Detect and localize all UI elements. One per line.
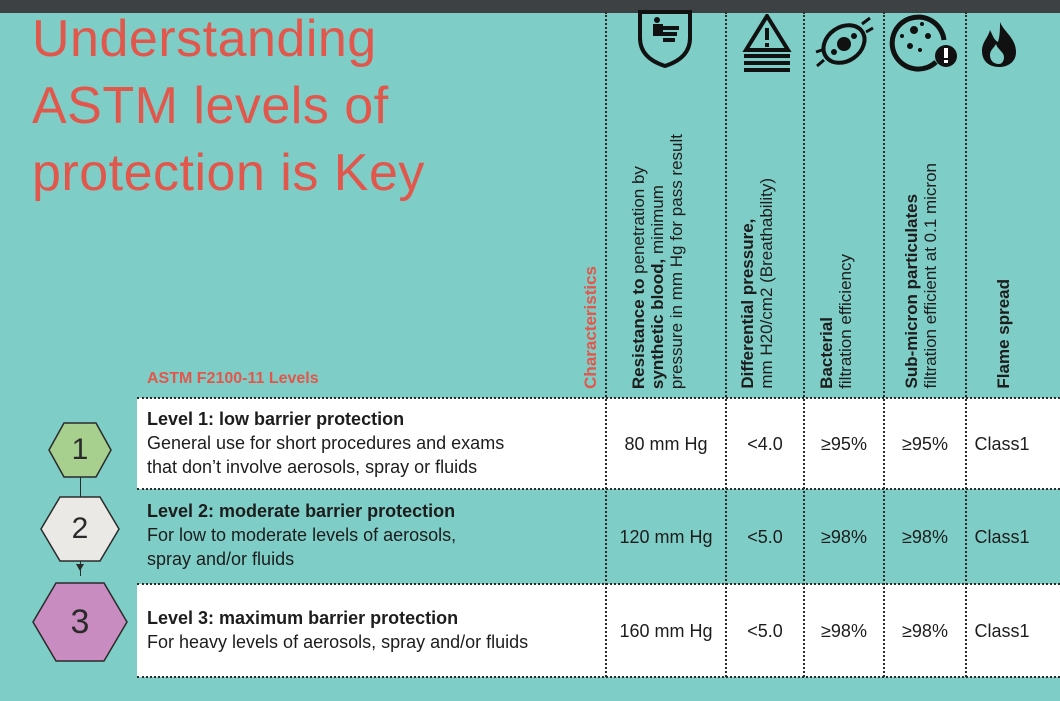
header-blood-text-2: minimum bbox=[648, 184, 667, 259]
level-2-pressure-value: <5.0 bbox=[747, 527, 783, 547]
row-background-2 bbox=[137, 489, 1060, 584]
level-1-desc-1: General use for short procedures and exa… bbox=[147, 433, 505, 453]
header-blood-text-1: penetration by bbox=[629, 165, 648, 279]
header-particulates-bold: Sub-micron particulates bbox=[902, 194, 921, 389]
column-header-particulates: Sub-micron particulates filtration effic… bbox=[902, 163, 940, 389]
grid-line-top bbox=[137, 397, 1060, 399]
level-3-number: 3 bbox=[70, 602, 90, 641]
grid-col-line-3 bbox=[803, 12, 805, 677]
level-1-bacterial-value: ≥95% bbox=[821, 434, 867, 454]
level-2-desc-2: spray and/or fluids bbox=[147, 549, 295, 569]
page-title: Understanding ASTM levels of protection … bbox=[32, 6, 592, 207]
header-bacterial-bold: Bacterial bbox=[817, 317, 836, 389]
level-1-blood-value: 80 mm Hg bbox=[624, 434, 708, 454]
level-3-bacterial-value: ≥98% bbox=[821, 621, 867, 641]
level-2-blood-value: 120 mm Hg bbox=[619, 527, 713, 547]
header-particulates-text: filtration efficient at 0.1 micron bbox=[921, 163, 940, 389]
header-pressure-bold: Differential pressure, bbox=[738, 218, 757, 389]
level-2-bacterial-value: ≥98% bbox=[821, 527, 867, 547]
table-row-level-3: Level 3: maximum barrier protection For … bbox=[147, 606, 602, 654]
level-3-blood-value: 160 mm Hg bbox=[619, 621, 713, 641]
grid-col-line-5 bbox=[965, 12, 967, 677]
level-3-particulates-value: ≥98% bbox=[902, 621, 948, 641]
row-background-3 bbox=[137, 584, 1060, 677]
level-2-number: 2 bbox=[71, 512, 89, 545]
level-2-title: Level 2: moderate barrier protection bbox=[147, 501, 456, 521]
level-1-title: Level 1: low barrier protection bbox=[147, 409, 405, 429]
grid-col-line-4 bbox=[883, 12, 885, 677]
table-row-level-1: Level 1: low barrier protection General … bbox=[147, 407, 602, 479]
header-blood-bold-1: Resistance to bbox=[629, 278, 648, 389]
level-3-flame-value: Class1 bbox=[974, 621, 1030, 641]
level-1-pressure-value: <4.0 bbox=[747, 434, 783, 454]
warning-pressure-icon bbox=[742, 12, 792, 77]
column-header-blood-resistance: Resistance to penetration by synthetic b… bbox=[629, 134, 686, 389]
grid-line-bottom bbox=[137, 676, 1060, 678]
title-line-2: ASTM levels of bbox=[32, 77, 389, 135]
bacteria-icon bbox=[814, 14, 874, 77]
header-pressure-text: mm H20/cm2 (Breathability) bbox=[757, 178, 776, 389]
header-bacterial-text: filtration efficiency bbox=[836, 254, 855, 389]
grid-col-line-2 bbox=[725, 12, 727, 677]
header-blood-bold-2: synthetic blood, bbox=[648, 258, 667, 389]
connector-arrow-icon bbox=[76, 564, 84, 571]
level-3-badge: 3 bbox=[32, 582, 128, 662]
level-2-badge: 2 bbox=[40, 496, 120, 562]
level-1-badge: 1 bbox=[48, 422, 112, 478]
column-header-bacterial: Bacterial filtration efficiency bbox=[817, 254, 855, 389]
table-row-level-2: Level 2: moderate barrier protection For… bbox=[147, 499, 602, 571]
level-1-particulates-value: ≥95% bbox=[902, 434, 948, 454]
flame-icon bbox=[978, 20, 1020, 73]
characteristics-header: Characteristics bbox=[581, 266, 600, 389]
top-bar bbox=[0, 0, 1060, 13]
level-3-title: Level 3: maximum barrier protection bbox=[147, 608, 459, 628]
level-1-flame-value: Class1 bbox=[974, 434, 1030, 454]
particulates-icon bbox=[888, 10, 960, 77]
levels-header: ASTM F2100-11 Levels bbox=[147, 370, 319, 387]
grid-line-1 bbox=[137, 488, 1060, 490]
title-line-1: Understanding bbox=[32, 10, 377, 68]
level-1-number: 1 bbox=[71, 433, 89, 466]
header-blood-text-3: pressure in mm Hg for pass result bbox=[667, 133, 686, 389]
column-header-flame-spread: Flame spread bbox=[994, 279, 1013, 389]
level-2-particulates-value: ≥98% bbox=[902, 527, 948, 547]
grid-col-line-1 bbox=[605, 12, 607, 677]
title-line-3: protection is Key bbox=[32, 144, 425, 202]
hand-shield-icon bbox=[636, 8, 694, 73]
level-2-desc-1: For low to moderate levels of aerosols, bbox=[147, 525, 457, 545]
level-3-pressure-value: <5.0 bbox=[747, 621, 783, 641]
level-2-flame-value: Class1 bbox=[974, 527, 1030, 547]
header-flame-bold: Flame spread bbox=[994, 279, 1013, 389]
grid-line-2 bbox=[137, 583, 1060, 585]
row-background-1 bbox=[137, 398, 1060, 489]
column-header-differential-pressure: Differential pressure, mm H20/cm2 (Breat… bbox=[738, 178, 776, 389]
level-1-desc-2: that don’t involve aerosols, spray or fl… bbox=[147, 457, 478, 477]
level-3-desc-1: For heavy levels of aerosols, spray and/… bbox=[147, 632, 529, 652]
